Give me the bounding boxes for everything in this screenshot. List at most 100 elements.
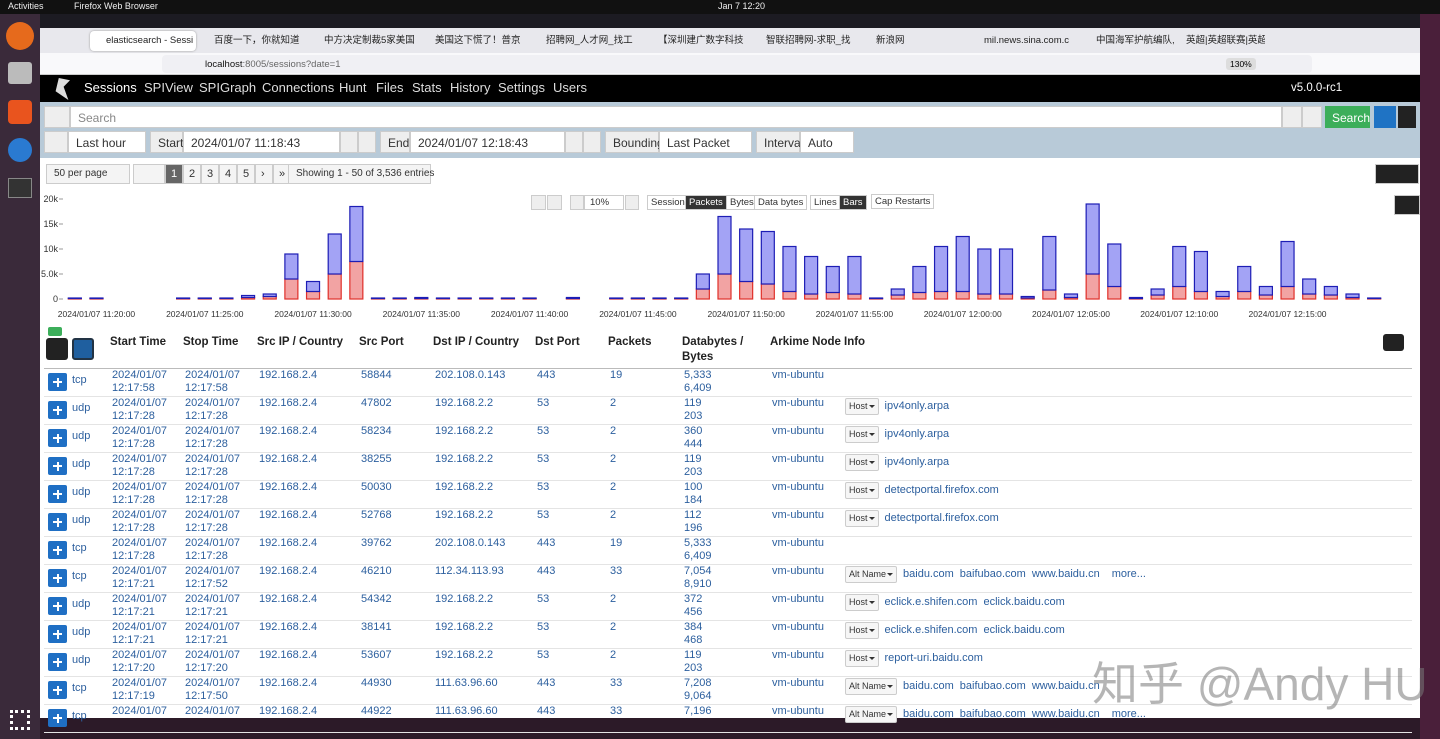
info-value[interactable]: detectportal.firefox.com (884, 484, 999, 496)
nav-item[interactable]: SPIGraph (199, 80, 257, 95)
cell-dst-port[interactable]: 443 (537, 565, 556, 577)
interval-label[interactable]: Interval (756, 131, 803, 153)
clear-button[interactable] (1302, 106, 1322, 128)
info-field-button[interactable]: Host (845, 454, 879, 471)
cell-src-port[interactable]: 52768 (361, 509, 392, 521)
expand-button[interactable] (48, 513, 67, 531)
more-link[interactable]: more... (1111, 568, 1146, 580)
info-value[interactable]: report-uri.baidu.com (884, 652, 983, 664)
info-field-button[interactable]: Alt Name (845, 706, 898, 723)
info-value[interactable]: ipv4only.arpa (884, 400, 950, 412)
zoom-level[interactable]: 130% (1226, 58, 1256, 70)
cell-src-ip[interactable]: 192.168.2.4 (259, 537, 318, 549)
zoom-select[interactable]: 10% (584, 195, 624, 210)
info-value[interactable]: baidu.com (903, 568, 954, 580)
session-row[interactable]: tcp 2024/01/07 12:17:58 2024/01/07 12:17:5… (44, 369, 1412, 397)
session-row[interactable]: tcp 2024/01/07 2024/01/07 192.168.2.4 44922 1… (44, 705, 1412, 733)
cell-proto[interactable]: udp (72, 402, 91, 414)
cell-dst-ip[interactable]: 202.108.0.143 (435, 537, 506, 549)
cell-node[interactable]: vm-ubuntu (772, 509, 824, 521)
expand-button[interactable] (48, 429, 67, 447)
cell-src-port[interactable]: 47802 (361, 397, 392, 409)
cell-src-port[interactable]: 44922 (361, 705, 392, 717)
info-value[interactable]: baifubao.com (959, 708, 1026, 720)
page-button[interactable]: › (255, 164, 273, 184)
cell-src-port[interactable]: 58844 (361, 369, 392, 381)
cell-node[interactable]: vm-ubuntu (772, 537, 824, 549)
cell-start[interactable]: 2024/01/07 12:17:28 (112, 425, 168, 450)
info-value[interactable]: eclick.e.shifen.com (884, 624, 978, 636)
cell-start[interactable]: 2024/01/07 12:17:28 (112, 481, 168, 506)
nav-item[interactable]: Users (553, 80, 587, 95)
cell-stop[interactable]: 2024/01/07 12:17:28 (185, 537, 241, 562)
cell-proto[interactable]: udp (72, 430, 91, 442)
browser-tab[interactable]: 新浪网 (860, 31, 966, 51)
interval-select[interactable]: Auto (800, 131, 854, 153)
session-row[interactable]: tcp 2024/01/07 12:17:21 2024/01/07 12:17:5… (44, 565, 1412, 593)
more-link[interactable]: more... (1111, 708, 1146, 720)
nav-item[interactable]: Sessions (84, 80, 137, 95)
info-field-button[interactable]: Host (845, 482, 879, 499)
browser-tab[interactable]: 中方决定制裁5家美国 (308, 31, 414, 51)
info-field-button[interactable]: Host (845, 398, 879, 415)
end-prev[interactable] (565, 131, 583, 153)
expand-button[interactable] (48, 653, 67, 671)
cell-src-ip[interactable]: 192.168.2.4 (259, 481, 318, 493)
save-button[interactable] (1282, 106, 1302, 128)
graph-type[interactable]: Data bytes (754, 195, 808, 210)
session-row[interactable]: udp 2024/01/07 12:17:21 2024/01/07 12:17:2… (44, 593, 1412, 621)
cell-src-ip[interactable]: 192.168.2.4 (259, 593, 318, 605)
search-button[interactable]: Search (1325, 106, 1370, 128)
cell-stop[interactable]: 2024/01/07 12:17:28 (185, 481, 241, 506)
page-button[interactable]: 2 (183, 164, 201, 184)
expand-button[interactable] (48, 401, 67, 419)
cell-dst-port[interactable]: 53 (537, 481, 550, 493)
cell-node[interactable]: vm-ubuntu (772, 677, 824, 689)
cell-dst-port[interactable]: 53 (537, 621, 550, 633)
cell-src-port[interactable]: 53607 (361, 649, 392, 661)
cell-start[interactable]: 2024/01/07 12:17:28 (112, 509, 168, 534)
cell-src-port[interactable]: 38141 (361, 621, 392, 633)
info-value[interactable]: www.baidu.cn (1031, 568, 1100, 580)
cell-stop[interactable]: 2024/01/07 12:17:21 (185, 621, 241, 646)
cell-dst-port[interactable]: 53 (537, 453, 550, 465)
zoom-in[interactable] (547, 195, 562, 210)
software-icon[interactable] (8, 100, 32, 124)
cell-stop[interactable]: 2024/01/07 (185, 705, 241, 717)
cell-stop[interactable]: 2024/01/07 12:17:28 (185, 509, 241, 534)
nav-item[interactable]: Stats (412, 80, 442, 95)
cell-dst-ip[interactable]: 192.168.2.2 (435, 509, 494, 521)
cell-start[interactable]: 2024/01/07 12:17:58 (112, 369, 168, 394)
session-row[interactable]: udp 2024/01/07 12:17:28 2024/01/07 12:17:2… (44, 425, 1412, 453)
cell-src-ip[interactable]: 192.168.2.4 (259, 425, 318, 437)
info-field-button[interactable]: Alt Name (845, 566, 898, 583)
graph-mode[interactable]: Bars (839, 195, 867, 210)
session-row[interactable]: udp 2024/01/07 12:17:28 2024/01/07 12:17:2… (44, 397, 1412, 425)
firefox-icon[interactable] (6, 22, 34, 50)
cell-dst-ip[interactable]: 111.63.96.60 (435, 705, 498, 717)
session-row[interactable]: udp 2024/01/07 12:17:28 2024/01/07 12:17:2… (44, 509, 1412, 537)
expand-button[interactable] (48, 597, 67, 615)
cell-proto[interactable]: tcp (72, 374, 87, 386)
start-input[interactable]: 2024/01/07 11:18:43 (183, 131, 340, 153)
cell-src-ip[interactable]: 192.168.2.4 (259, 677, 318, 689)
cell-src-ip[interactable]: 192.168.2.4 (259, 565, 318, 577)
view-menu[interactable] (1398, 106, 1416, 128)
time-icon[interactable] (44, 131, 68, 153)
pan-left[interactable] (570, 195, 584, 210)
cell-src-ip[interactable]: 192.168.2.4 (259, 509, 318, 521)
expand-button[interactable] (48, 485, 67, 503)
bounding-select[interactable]: Last Packet (659, 131, 752, 153)
column-header[interactable]: Start Time (110, 336, 167, 348)
cell-src-port[interactable]: 50030 (361, 481, 392, 493)
cell-node[interactable]: vm-ubuntu (772, 369, 824, 381)
column-header[interactable]: Dst Port (535, 336, 580, 348)
cell-stop[interactable]: 2024/01/07 12:17:52 (185, 565, 241, 590)
browser-tab[interactable]: 智联招聘网-求职_找 (750, 31, 856, 51)
column-header[interactable]: Src IP / Country (257, 336, 344, 348)
info-value[interactable]: ipv4only.arpa (884, 428, 950, 440)
cell-proto[interactable]: udp (72, 654, 91, 666)
browser-tab[interactable]: 英超|英超联赛|英超 (1170, 31, 1265, 51)
cell-node[interactable]: vm-ubuntu (772, 593, 824, 605)
expand-button[interactable] (48, 625, 67, 643)
